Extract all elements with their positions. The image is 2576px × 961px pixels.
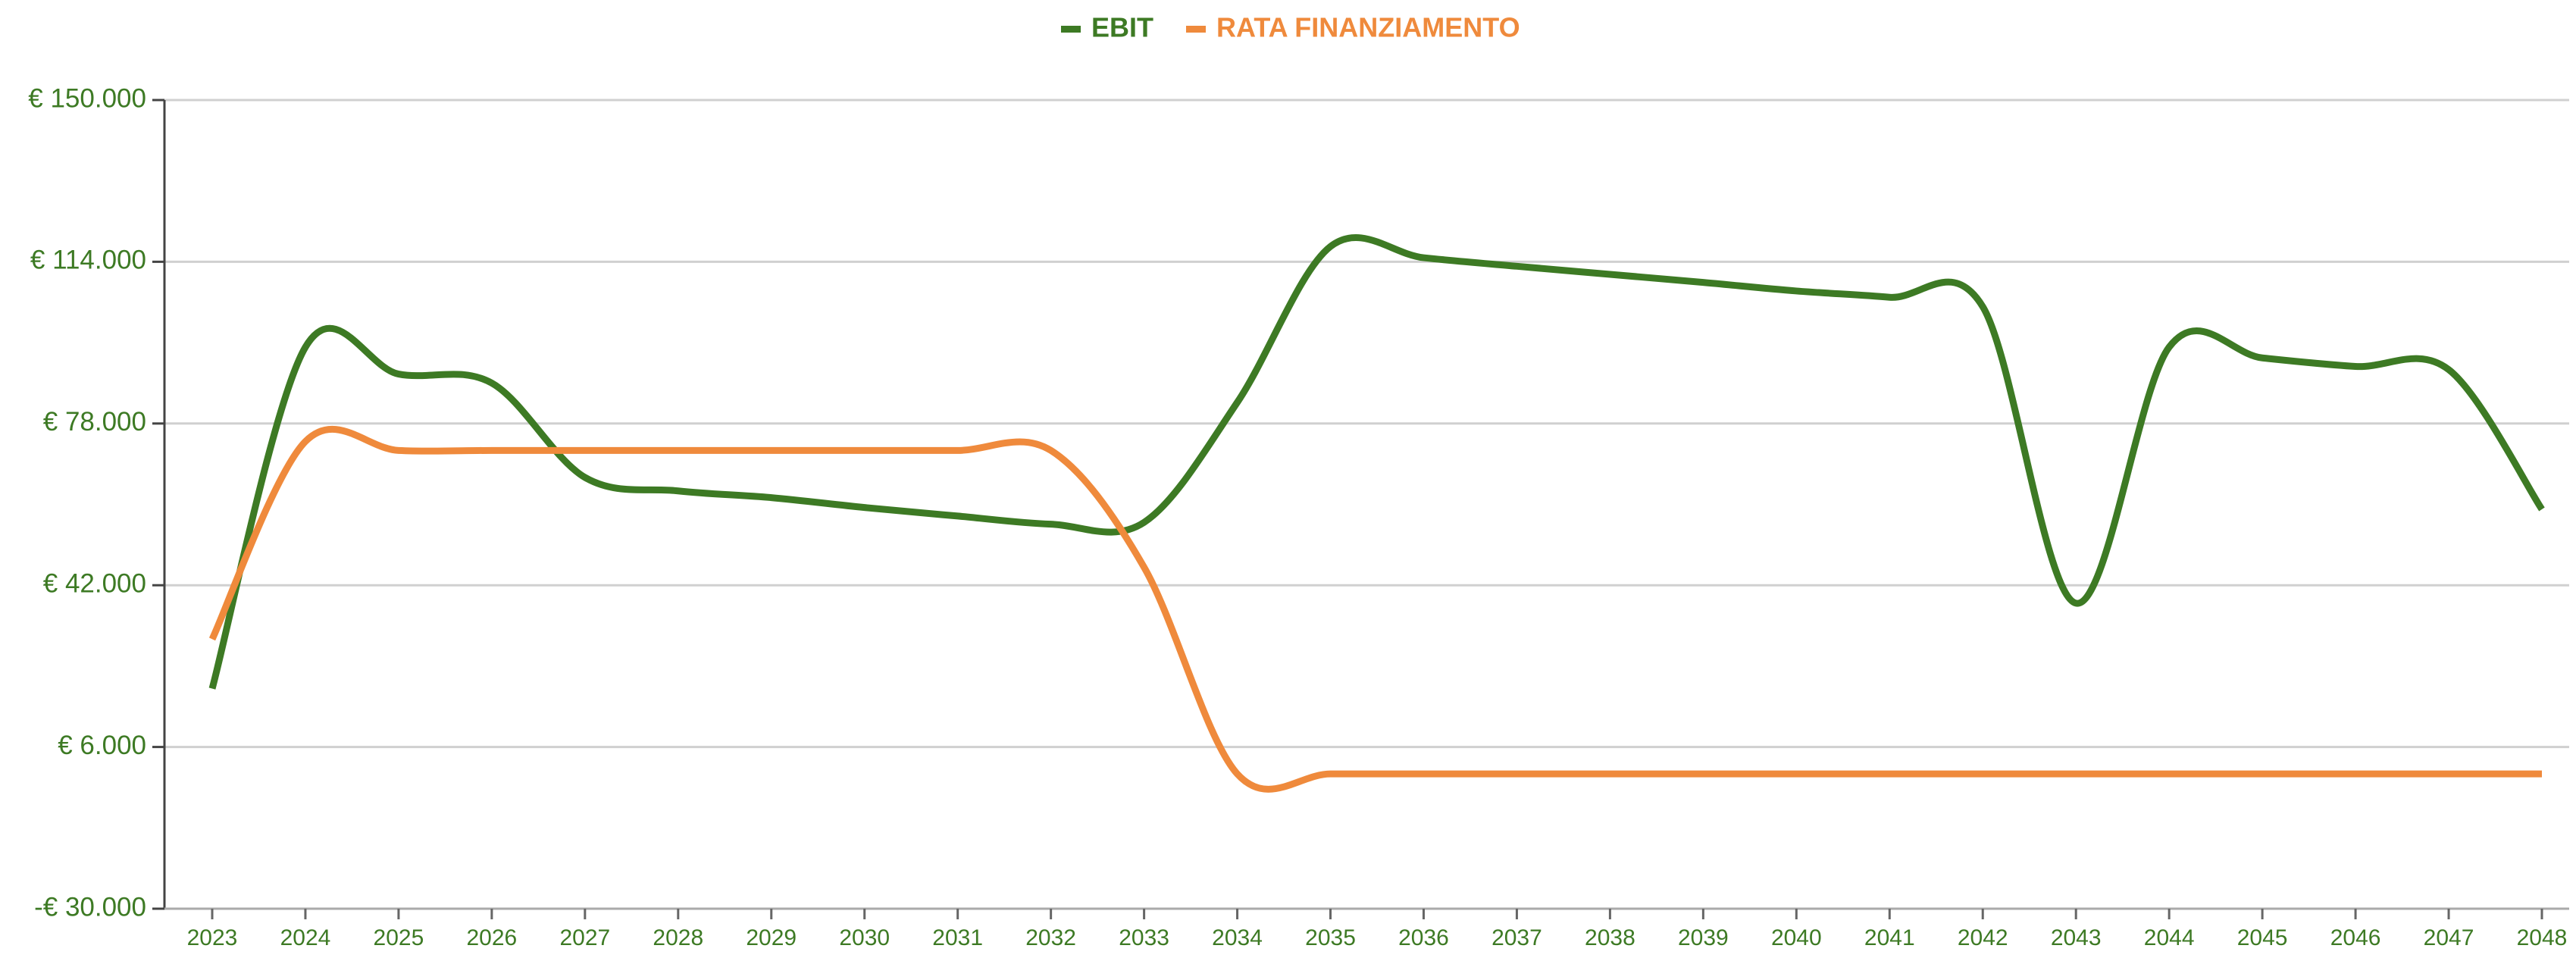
x-tick-label: 2032 xyxy=(1025,925,1076,950)
series-line xyxy=(208,234,2545,690)
x-tick-label: 2027 xyxy=(559,925,610,950)
x-tick-label: 2023 xyxy=(187,925,238,950)
y-tick-label: € 150.000 xyxy=(28,83,146,113)
x-tick-label: 2028 xyxy=(653,925,703,950)
x-tick-label: 2026 xyxy=(467,925,518,950)
y-tick-label: € 42.000 xyxy=(43,568,146,598)
x-tick-label: 2045 xyxy=(2237,925,2288,950)
legend-swatch xyxy=(1186,26,1206,33)
legend-swatch xyxy=(1061,26,1081,33)
x-tick-label: 2033 xyxy=(1119,925,1169,950)
y-tick-label: € 114.000 xyxy=(30,246,146,275)
x-tick-label: 2037 xyxy=(1491,925,1542,950)
x-tick-label: 2035 xyxy=(1305,925,1356,950)
x-tick-label: 2025 xyxy=(374,925,424,950)
x-tick-label: 2042 xyxy=(1958,925,2008,950)
x-tick-label: 2043 xyxy=(2051,925,2102,950)
x-tick-label: 2036 xyxy=(1398,925,1449,950)
x-tick-label: 2029 xyxy=(746,925,797,950)
x-tick-label: 2031 xyxy=(932,925,983,950)
x-tick-label: 2030 xyxy=(839,925,890,950)
x-tick-label: 2038 xyxy=(1585,925,1635,950)
x-tick-label: 2048 xyxy=(2517,925,2568,950)
x-tick-label: 2034 xyxy=(1212,925,1263,950)
x-tick-label: 2044 xyxy=(2144,925,2195,950)
x-tick-label: 2040 xyxy=(1771,925,1822,950)
x-tick-label: 2024 xyxy=(280,925,331,950)
x-tick-label: 2041 xyxy=(1864,925,1915,950)
legend-label: RATA FINANZIAMENTO xyxy=(1216,12,1520,43)
y-tick-label: € 78.000 xyxy=(43,407,146,437)
series-line xyxy=(208,425,2542,793)
x-tick-label: 2046 xyxy=(2330,925,2381,950)
x-tick-label: 2047 xyxy=(2424,925,2474,950)
x-tick-label: 2039 xyxy=(1678,925,1729,950)
y-tick-label: -€ 30.000 xyxy=(34,892,146,922)
legend-label: EBIT xyxy=(1091,12,1153,43)
y-tick-label: € 6.000 xyxy=(58,731,146,760)
